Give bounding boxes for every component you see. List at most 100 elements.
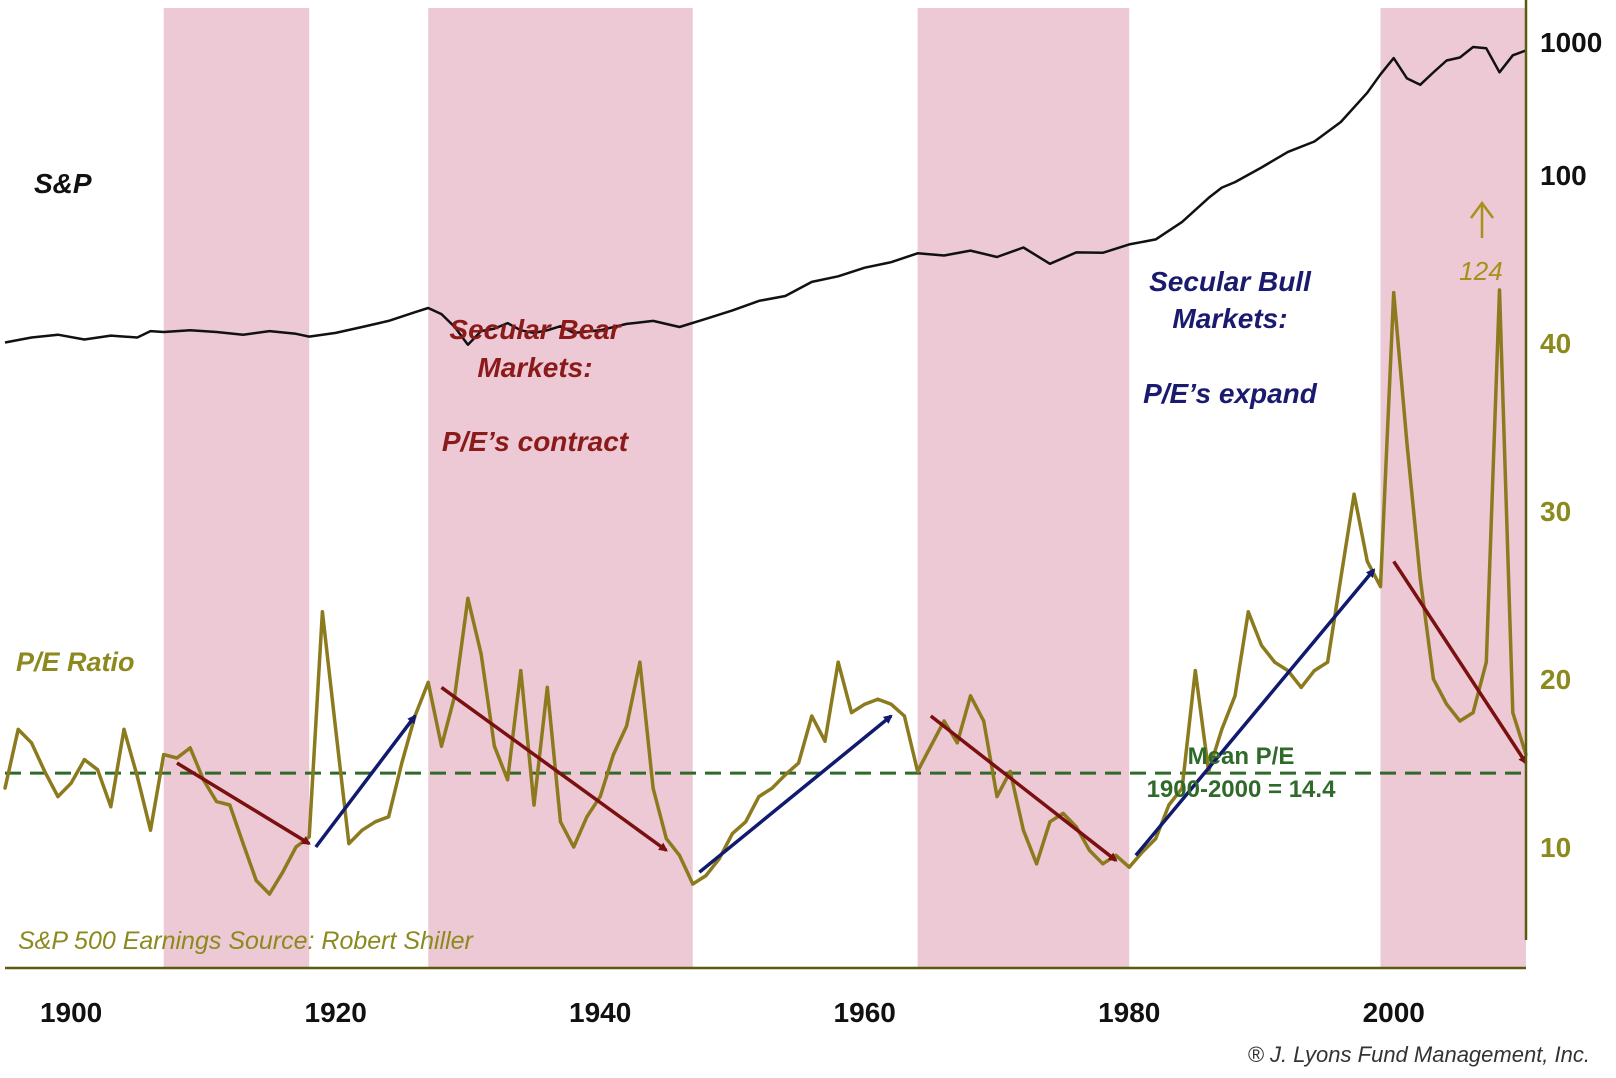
pe-point-1902 <box>96 768 100 772</box>
pe-point-1901 <box>82 758 86 762</box>
bear-arrow-3 <box>929 714 1118 862</box>
bull-title-line2: Markets: <box>1172 303 1287 334</box>
bear-subtitle: P/E’s contract <box>442 426 630 457</box>
pe-point-1966 <box>942 719 946 723</box>
bear-band-1 <box>163 8 310 968</box>
pe-point-1931 <box>479 652 483 656</box>
pe-tick-30: 30 <box>1540 496 1571 527</box>
pe-point-1947 <box>691 882 695 886</box>
copyright-credit: ® J. Lyons Fund Management, Inc. <box>1248 1042 1590 1067</box>
pe-point-1928 <box>439 744 444 748</box>
pe-point-1958 <box>836 660 840 664</box>
pe-point-1983 <box>1167 803 1171 807</box>
source-note: S&P 500 Earnings Source: Robert Shiller <box>18 927 475 955</box>
pe-point-1935 <box>532 803 536 807</box>
pe-point-1904 <box>122 727 126 732</box>
pe-point-1942 <box>625 724 629 728</box>
pe-point-1927 <box>426 680 430 685</box>
bull-arrow-1 <box>314 714 417 849</box>
pe-point-1914 <box>254 879 258 883</box>
pe-point-1979 <box>1114 853 1118 858</box>
spike-value-label: 124 <box>1459 256 1502 286</box>
pe-point-1943 <box>638 660 642 664</box>
pe-point-1932 <box>492 744 496 748</box>
pe-point-1919 <box>320 610 324 614</box>
pe-point-1951 <box>744 820 748 824</box>
pe-point-1934 <box>519 669 523 673</box>
pe-point-2000 <box>1392 291 1396 295</box>
pe-point-1980 <box>1127 865 1131 869</box>
pe-tick-40: 40 <box>1540 328 1571 359</box>
bear-title-line2: Markets: <box>477 352 592 383</box>
x-tick-1960: 1960 <box>834 997 896 1028</box>
x-tick-1920: 1920 <box>305 997 367 1028</box>
pe-point-1912 <box>228 803 232 807</box>
sp-tick-1000: 1000 <box>1540 27 1602 58</box>
pe-point-1906 <box>148 828 153 832</box>
mean-pe-label-line1: Mean P/E <box>1188 743 1295 770</box>
pe-point-1957 <box>823 739 827 743</box>
pe-point-1996 <box>1339 576 1343 580</box>
pe-point-1969 <box>982 719 986 723</box>
pe-point-1911 <box>215 800 219 804</box>
pe-point-1974 <box>1048 820 1052 824</box>
pe-point-1900 <box>69 781 73 785</box>
pe-point-1945 <box>664 837 668 841</box>
pe-point-1938 <box>572 845 576 849</box>
pe-point-1922 <box>360 828 364 832</box>
pe-point-1897 <box>29 741 34 745</box>
pe-point-1907 <box>162 753 166 757</box>
pe-point-2009 <box>1511 711 1515 715</box>
pe-point-1968 <box>968 694 973 698</box>
sp-series-label: S&P <box>34 168 92 199</box>
pe-series-label: P/E Ratio <box>16 647 135 677</box>
pe-point-2002 <box>1418 576 1422 580</box>
pe-point-1971 <box>1008 769 1012 774</box>
bull-title-line1: Secular Bull <box>1149 266 1312 297</box>
pe-point-2008 <box>1497 288 1502 292</box>
mean-pe-label-line2: 1900-2000 = 14.4 <box>1147 776 1336 803</box>
pe-point-1923 <box>373 820 377 824</box>
sp-price-line <box>4 45 1527 346</box>
x-tick-1980: 1980 <box>1098 997 1160 1028</box>
pe-point-1965 <box>929 744 933 748</box>
pe-point-1990 <box>1259 643 1264 648</box>
pe-point-1975 <box>1061 811 1065 816</box>
pe-point-1899 <box>56 795 60 799</box>
pe-point-1994 <box>1312 669 1316 673</box>
pe-point-2003 <box>1431 677 1435 681</box>
pe-point-1970 <box>995 795 999 799</box>
pe-point-1952 <box>757 795 761 799</box>
pe-point-1941 <box>611 753 616 757</box>
bull-subtitle: P/E’s expand <box>1143 378 1318 409</box>
bear-period-bands <box>163 8 1526 968</box>
pe-point-1898 <box>43 769 47 774</box>
pe-point-1940 <box>598 795 602 799</box>
pe-tick-20: 20 <box>1540 664 1571 695</box>
pe-point-1925 <box>400 761 404 765</box>
pe-point-2005 <box>1458 719 1462 723</box>
bear-band-3 <box>917 8 1130 968</box>
pe-point-2007 <box>1484 660 1488 664</box>
pe-point-1930 <box>466 596 470 601</box>
pe-point-1998 <box>1365 559 1369 564</box>
bear-arrow-2 <box>440 685 668 852</box>
pe-point-1973 <box>1035 862 1039 866</box>
pe-point-2001 <box>1405 442 1409 446</box>
pe-point-1924 <box>387 815 391 819</box>
pe-point-1939 <box>585 815 589 819</box>
pe-point-1997 <box>1352 492 1356 496</box>
pe-tick-10: 10 <box>1540 832 1571 863</box>
bull-arrow-3 <box>1134 568 1376 857</box>
pe-point-1988 <box>1233 694 1237 698</box>
tick-labels: 1900 1920 1940 1960 1980 2000 1000 100 40 30 20 10 <box>40 27 1602 1028</box>
pe-point-1948 <box>704 874 708 878</box>
pe-point-1896 <box>16 727 20 732</box>
pe-point-1955 <box>797 761 801 765</box>
pe-point-1964 <box>916 769 920 774</box>
pe-point-1915 <box>267 892 272 896</box>
pe-point-1993 <box>1299 685 1303 690</box>
pe-point-1977 <box>1087 848 1092 853</box>
pe-point-1921 <box>347 842 351 846</box>
